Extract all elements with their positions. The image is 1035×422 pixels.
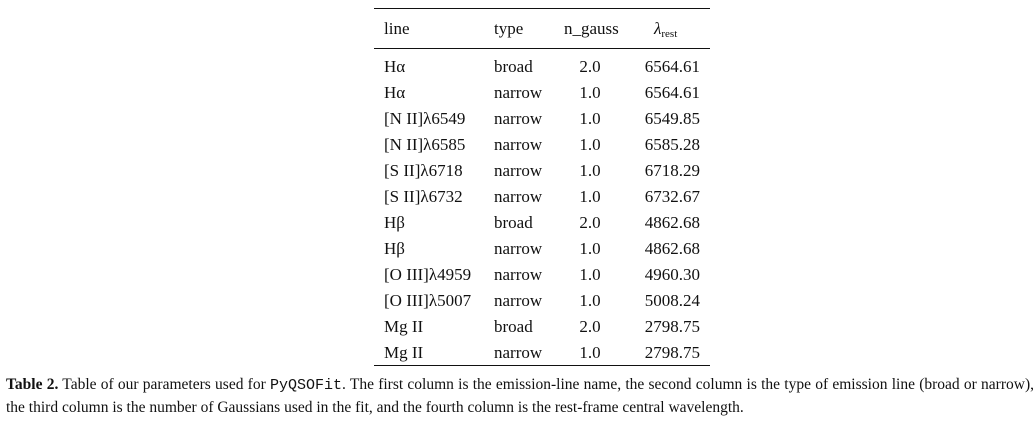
cell-line: Hα [384, 83, 406, 102]
header-lambda-symbol: λ [654, 19, 662, 38]
table-row: Hα broad 2.0 6564.61 [374, 54, 710, 80]
table-row: Mg II broad 2.0 2798.75 [374, 314, 710, 340]
cell-type: broad [494, 213, 533, 232]
cell-type: narrow [494, 161, 543, 180]
cell-n-gauss: 1.0 [579, 239, 601, 258]
cell-line: [O III]λ4959 [384, 265, 472, 284]
header-line: line [384, 19, 410, 38]
table-row: [S II]λ6732 narrow 1.0 6732.67 [374, 184, 710, 210]
cell-lambda-rest: 6549.85 [644, 109, 700, 128]
table-row: Hβ broad 2.0 4862.68 [374, 210, 710, 236]
table-body: Hα broad 2.0 6564.61 Hα narrow 1.0 6564.… [374, 54, 710, 366]
cell-n-gauss: 2.0 [579, 213, 601, 232]
cell-type: narrow [494, 343, 543, 362]
cell-line: [S II]λ6718 [384, 161, 463, 180]
table-row: Hα narrow 1.0 6564.61 [374, 80, 710, 106]
cell-lambda-rest: 6718.29 [644, 161, 700, 180]
cell-type: narrow [494, 187, 543, 206]
table-top-rule [374, 8, 710, 9]
caption-text-before: Table of our parameters used for [58, 376, 270, 393]
cell-lambda-rest: 2798.75 [644, 317, 700, 336]
cell-type: narrow [494, 291, 543, 310]
cell-n-gauss: 1.0 [579, 343, 601, 362]
caption-label: Table 2. [6, 376, 59, 393]
table-row: [O III]λ5007 narrow 1.0 5008.24 [374, 288, 710, 314]
cell-n-gauss: 2.0 [579, 317, 601, 336]
cell-lambda-rest: 6585.28 [644, 135, 700, 154]
cell-lambda-rest: 6732.67 [644, 187, 700, 206]
table-row: Hβ narrow 1.0 4862.68 [374, 236, 710, 262]
cell-lambda-rest: 2798.75 [644, 343, 700, 362]
caption-code: PyQSOFit [270, 377, 343, 394]
table-bottom-rule [374, 365, 710, 366]
cell-n-gauss: 1.0 [579, 265, 601, 284]
cell-type: narrow [494, 135, 543, 154]
table-row: [N II]λ6585 narrow 1.0 6585.28 [374, 132, 710, 158]
cell-lambda-rest: 6564.61 [644, 83, 700, 102]
cell-n-gauss: 1.0 [579, 83, 601, 102]
cell-line: [O III]λ5007 [384, 291, 472, 310]
table-header-rule [374, 48, 710, 49]
caption-text-after: . The first column is the emission-line … [6, 376, 1034, 416]
cell-n-gauss: 1.0 [579, 109, 601, 128]
cell-line: Hβ [384, 213, 405, 232]
cell-type: narrow [494, 109, 543, 128]
cell-line: Hα [384, 57, 406, 76]
table-row: [O III]λ4959 narrow 1.0 4960.30 [374, 262, 710, 288]
header-type: type [494, 19, 524, 38]
cell-lambda-rest: 5008.24 [644, 291, 700, 310]
cell-line: [N II]λ6585 [384, 135, 466, 154]
cell-type: broad [494, 317, 533, 336]
cell-type: narrow [494, 265, 543, 284]
cell-lambda-rest: 4862.68 [644, 213, 700, 232]
table-row: Mg II narrow 1.0 2798.75 [374, 340, 710, 366]
cell-line: Hβ [384, 239, 405, 258]
header-n-gauss: n_gauss [564, 19, 619, 38]
cell-line: [S II]λ6732 [384, 187, 463, 206]
cell-line: Mg II [384, 317, 424, 336]
cell-n-gauss: 1.0 [579, 161, 601, 180]
cell-line: Mg II [384, 343, 424, 362]
header-lambda-subscript: rest [661, 28, 678, 40]
table-row: [S II]λ6718 narrow 1.0 6718.29 [374, 158, 710, 184]
table-caption: Table 2. Table of our parameters used fo… [6, 374, 1034, 419]
header-lambda-rest: λrest [654, 17, 677, 41]
cell-n-gauss: 2.0 [579, 57, 601, 76]
cell-type: narrow [494, 239, 543, 258]
cell-type: narrow [494, 83, 543, 102]
cell-n-gauss: 1.0 [579, 135, 601, 154]
table-row: [N II]λ6549 narrow 1.0 6549.85 [374, 106, 710, 132]
cell-line: [N II]λ6549 [384, 109, 466, 128]
cell-lambda-rest: 6564.61 [644, 57, 700, 76]
cell-n-gauss: 1.0 [579, 187, 601, 206]
cell-lambda-rest: 4960.30 [644, 265, 700, 284]
cell-type: broad [494, 57, 533, 76]
cell-n-gauss: 1.0 [579, 291, 601, 310]
cell-lambda-rest: 4862.68 [644, 239, 700, 258]
